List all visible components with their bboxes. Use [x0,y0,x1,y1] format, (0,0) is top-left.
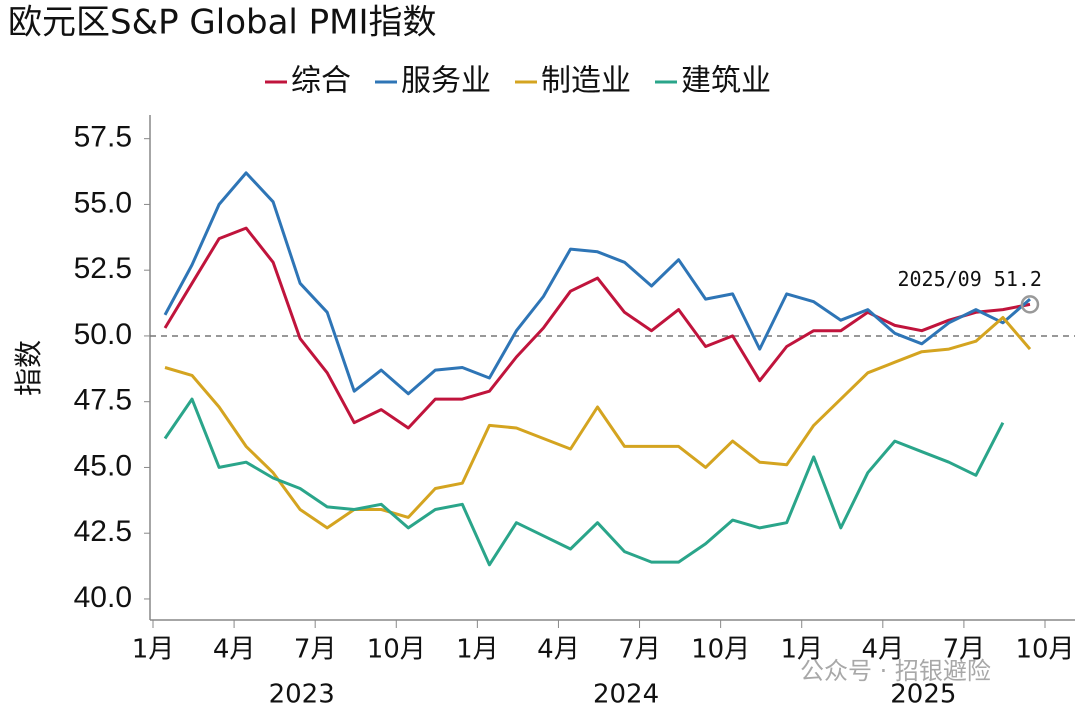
x-tick-label: 1月 [780,635,823,665]
y-tick-label: 40.0 [74,581,132,614]
x-tick-label: 10月 [367,635,426,665]
series-line [163,226,1031,430]
y-tick-label: 57.5 [74,121,132,154]
x-tick-label: 4月 [537,635,580,665]
y-tick-label: 52.5 [74,252,132,285]
y-tick-label: 42.5 [74,515,132,548]
series-line [163,171,1031,396]
x-tick-label: 7月 [618,635,661,665]
chart-title: 欧元区S&P Global PMI指数 [8,3,437,43]
y-tick-label: 50.0 [74,318,132,351]
year-label: 2024 [593,680,659,710]
y-axis-label: 指数 [12,340,45,396]
year-label: 2025 [890,680,956,710]
x-tick-label: 4月 [862,635,905,665]
x-tick-label: 10月 [1015,635,1074,665]
x-tick-label: 7月 [294,635,337,665]
y-tick-label: 55.0 [74,186,132,219]
legend-label: 制造业 [541,64,631,99]
series-line [164,316,1032,530]
legend-label: 综合 [291,64,351,99]
year-label: 2023 [269,680,335,710]
legend-label: 建筑业 [681,64,771,99]
y-tick-label: 47.5 [74,384,132,417]
legend-label: 服务业 [401,64,491,99]
watermark: 公众号 · 招银避险 [800,657,991,685]
series-line [163,397,1005,567]
x-tick-label: 7月 [943,635,986,665]
x-tick-label: 4月 [213,635,256,665]
highlight-marker [1020,295,1040,314]
y-tick-label: 45.0 [74,449,132,482]
annotation: 2025/09 51.2 [897,267,1042,291]
x-tick-label: 10月 [691,635,750,665]
x-tick-label: 1月 [456,635,499,665]
x-tick-label: 1月 [132,635,175,665]
